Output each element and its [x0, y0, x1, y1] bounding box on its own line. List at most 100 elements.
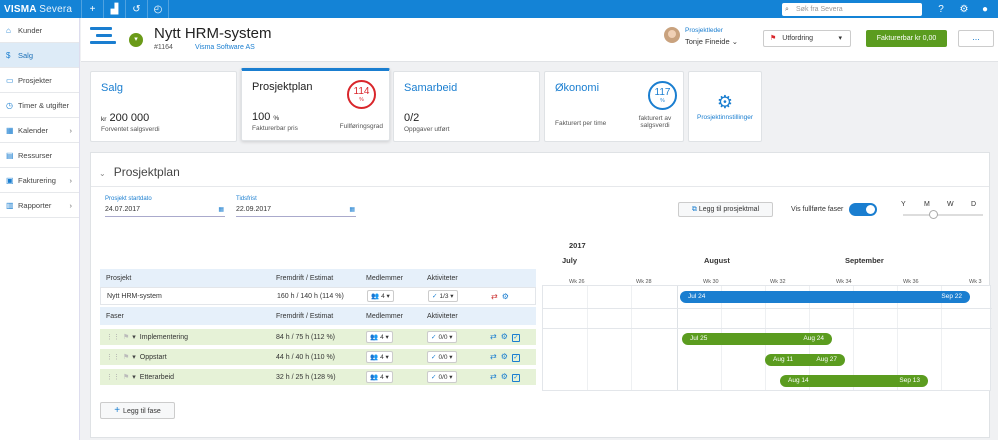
- user-icon[interactable]: ●: [981, 3, 989, 15]
- drag-handle-icon[interactable]: ⋮⋮: [106, 374, 120, 381]
- card-value: 0/2: [404, 112, 420, 124]
- project-number: #1164: [154, 44, 173, 51]
- people-icon: 👥: [371, 293, 380, 300]
- gear-icon[interactable]: ⚙: [501, 291, 509, 301]
- drag-handle-icon[interactable]: ⋮⋮: [106, 354, 120, 361]
- flag-icon[interactable]: ⚑: [123, 374, 130, 381]
- card-prosjektplan[interactable]: Prosjektplan 114% 100 % Fakturerbar pris…: [241, 68, 390, 141]
- drag-handle-icon[interactable]: ⋮⋮: [106, 334, 120, 341]
- members-select[interactable]: 👥 4 ▾: [367, 290, 394, 302]
- start-date-field[interactable]: 24.07.2017 ▦: [105, 206, 225, 217]
- phase-row[interactable]: ⋮⋮ ⚑ ▾ Etterarbeid 32 h / 25 h (128 %) 👥 4 ▾…: [100, 369, 536, 387]
- menu-icon[interactable]: [90, 27, 116, 49]
- sidebar-item-ressurser[interactable]: ▤ Ressurser: [0, 143, 79, 168]
- complete-checkbox[interactable]: ✓: [511, 354, 520, 362]
- complete-checkbox[interactable]: ✓: [511, 374, 520, 382]
- project-row[interactable]: Nytt HRM-system 160 h / 140 h (114 %) 👥 4…: [100, 287, 536, 305]
- gear-icon[interactable]: ⚙: [500, 352, 508, 361]
- card-samarbeid[interactable]: Samarbeid 0/2 Oppgaver utført: [393, 71, 540, 142]
- help-icon[interactable]: ?: [938, 3, 944, 15]
- gantt-bar-phase[interactable]: Aug 14 Sep 13: [780, 375, 928, 387]
- card-salg[interactable]: Salg kr 200 000 Forventet salgsverdi: [90, 71, 237, 142]
- calendar-icon[interactable]: ▦: [218, 207, 224, 213]
- clock-icon: ◷: [6, 100, 13, 110]
- show-done-toggle[interactable]: [849, 203, 877, 216]
- more-button[interactable]: ...: [958, 30, 994, 47]
- add-milestone-button[interactable]: ⧉ Legg til prosjektmal: [678, 202, 773, 217]
- activities-select[interactable]: ✓ 0/0 ▾: [427, 371, 457, 383]
- circle-sub: fakturert av salgsverdi: [638, 115, 672, 129]
- sidebar-item-salg[interactable]: $ Salg: [0, 43, 79, 68]
- flag-icon[interactable]: ⚑: [123, 354, 130, 361]
- add-phase-button[interactable]: + Legg til fase: [100, 402, 175, 419]
- gantt-bar-project[interactable]: Jul 24 Sep 22: [680, 291, 970, 303]
- activities-select[interactable]: ✓ 1/3 ▾: [428, 290, 458, 302]
- sync-icon[interactable]: ⇄: [490, 332, 497, 341]
- zoom-year[interactable]: Y: [901, 201, 906, 208]
- sidebar-item-fakturering[interactable]: ▣ Fakturering ›: [0, 168, 79, 193]
- complete-checkbox[interactable]: ✓: [511, 334, 520, 342]
- gantt-bar-phase[interactable]: Jul 25 Aug 24: [682, 333, 832, 345]
- history-icon[interactable]: ↺: [125, 0, 147, 18]
- chevron-down-icon[interactable]: ▾: [129, 33, 143, 47]
- caret-down-icon[interactable]: ▾: [132, 354, 136, 361]
- challenge-button[interactable]: ⚑ Utfordring ▾: [763, 30, 851, 47]
- members-select[interactable]: 👥 4 ▾: [366, 351, 393, 363]
- card-value: kr 200 000: [101, 112, 150, 124]
- chart-add-icon[interactable]: ▟: [103, 0, 125, 18]
- members-select[interactable]: 👥 4 ▾: [366, 331, 393, 343]
- chevron-down-icon: ⌄: [99, 169, 106, 178]
- week-label: Wk 36: [903, 279, 919, 285]
- completion-circle: 114%: [347, 80, 376, 109]
- sidebar-item-kunder[interactable]: ⌂ Kunder: [0, 18, 79, 43]
- zoom-slider-handle[interactable]: [929, 210, 938, 219]
- caret-down-icon[interactable]: ▾: [132, 374, 136, 381]
- sync-icon[interactable]: ⇄: [491, 291, 498, 301]
- start-date-label: Prosjekt startdato: [105, 196, 152, 202]
- flag-icon[interactable]: ⚑: [123, 334, 130, 341]
- zoom-day[interactable]: D: [971, 201, 977, 208]
- sidebar-item-prosjekter[interactable]: ▭ Prosjekter: [0, 68, 79, 93]
- card-okonomi[interactable]: Økonomi 117% Fakturert per time fakturer…: [544, 71, 684, 142]
- avatar: [664, 27, 680, 43]
- pm-label: Prosjektleder: [685, 27, 723, 34]
- card-settings[interactable]: ⚙ Prosjektinnstillinger: [688, 71, 762, 142]
- customer-link[interactable]: Visma Software AS: [195, 44, 255, 51]
- search-input[interactable]: ⌕ Søk fra Severa: [782, 3, 922, 16]
- sidebar-item-rapporter[interactable]: ▥ Rapporter ›: [0, 193, 79, 218]
- gear-icon[interactable]: ⚙: [959, 3, 969, 15]
- sync-icon[interactable]: ⇄: [490, 372, 497, 381]
- week-label: Wk 32: [770, 279, 786, 285]
- sync-icon[interactable]: ⇄: [490, 352, 497, 361]
- pm-select[interactable]: Tonje Fineide ⌄: [685, 37, 739, 46]
- phase-row[interactable]: ⋮⋮ ⚑ ▾ Implementering 84 h / 75 h (112 %) 👥…: [100, 329, 536, 347]
- speed-icon[interactable]: ◴: [147, 0, 169, 18]
- brand-logo[interactable]: VISMA Severa: [4, 4, 73, 15]
- activities-select[interactable]: ✓ 0/0 ▾: [427, 351, 457, 363]
- plus-icon: +: [114, 405, 121, 416]
- zoom-month[interactable]: M: [924, 201, 930, 208]
- project-plan-panel: ⌄ Prosjektplan Prosjekt startdato 24.07.2…: [90, 152, 992, 438]
- gear-icon[interactable]: ⚙: [500, 332, 508, 341]
- invoice-button[interactable]: Fakturerbar kr 0,00: [866, 30, 947, 47]
- zoom-slider-track[interactable]: [903, 214, 983, 216]
- sidebar-item-kalender[interactable]: ▦ Kalender ›: [0, 118, 79, 143]
- panel-title[interactable]: ⌄ Prosjektplan: [99, 165, 180, 179]
- week-label: Wk 3: [969, 279, 982, 285]
- show-done-label: Vis fullførte faser: [791, 206, 844, 213]
- gantt-bar-phase[interactable]: Aug 11 Aug 27: [765, 354, 845, 366]
- plus-icon[interactable]: +: [81, 0, 103, 18]
- week-label: Wk 30: [703, 279, 719, 285]
- report-icon: ▥: [6, 200, 14, 210]
- caret-down-icon[interactable]: ▾: [132, 334, 136, 341]
- deadline-field[interactable]: 22.09.2017 ▦: [236, 206, 356, 217]
- gear-icon[interactable]: ⚙: [500, 372, 508, 381]
- phase-row[interactable]: ⋮⋮ ⚑ ▾ Oppstart 44 h / 40 h (110 %) 👥 4 ▾ ✓ 0…: [100, 349, 536, 367]
- calendar-icon[interactable]: ▦: [349, 207, 355, 213]
- card-sub: Fakturerbar pris: [252, 125, 298, 132]
- deadline-label: Tidsfrist: [236, 196, 257, 202]
- sidebar-item-timer[interactable]: ◷ Timer & utgifter: [0, 93, 79, 118]
- members-select[interactable]: 👥 4 ▾: [366, 371, 393, 383]
- activities-select[interactable]: ✓ 0/0 ▾: [427, 331, 457, 343]
- zoom-week[interactable]: W: [947, 201, 954, 208]
